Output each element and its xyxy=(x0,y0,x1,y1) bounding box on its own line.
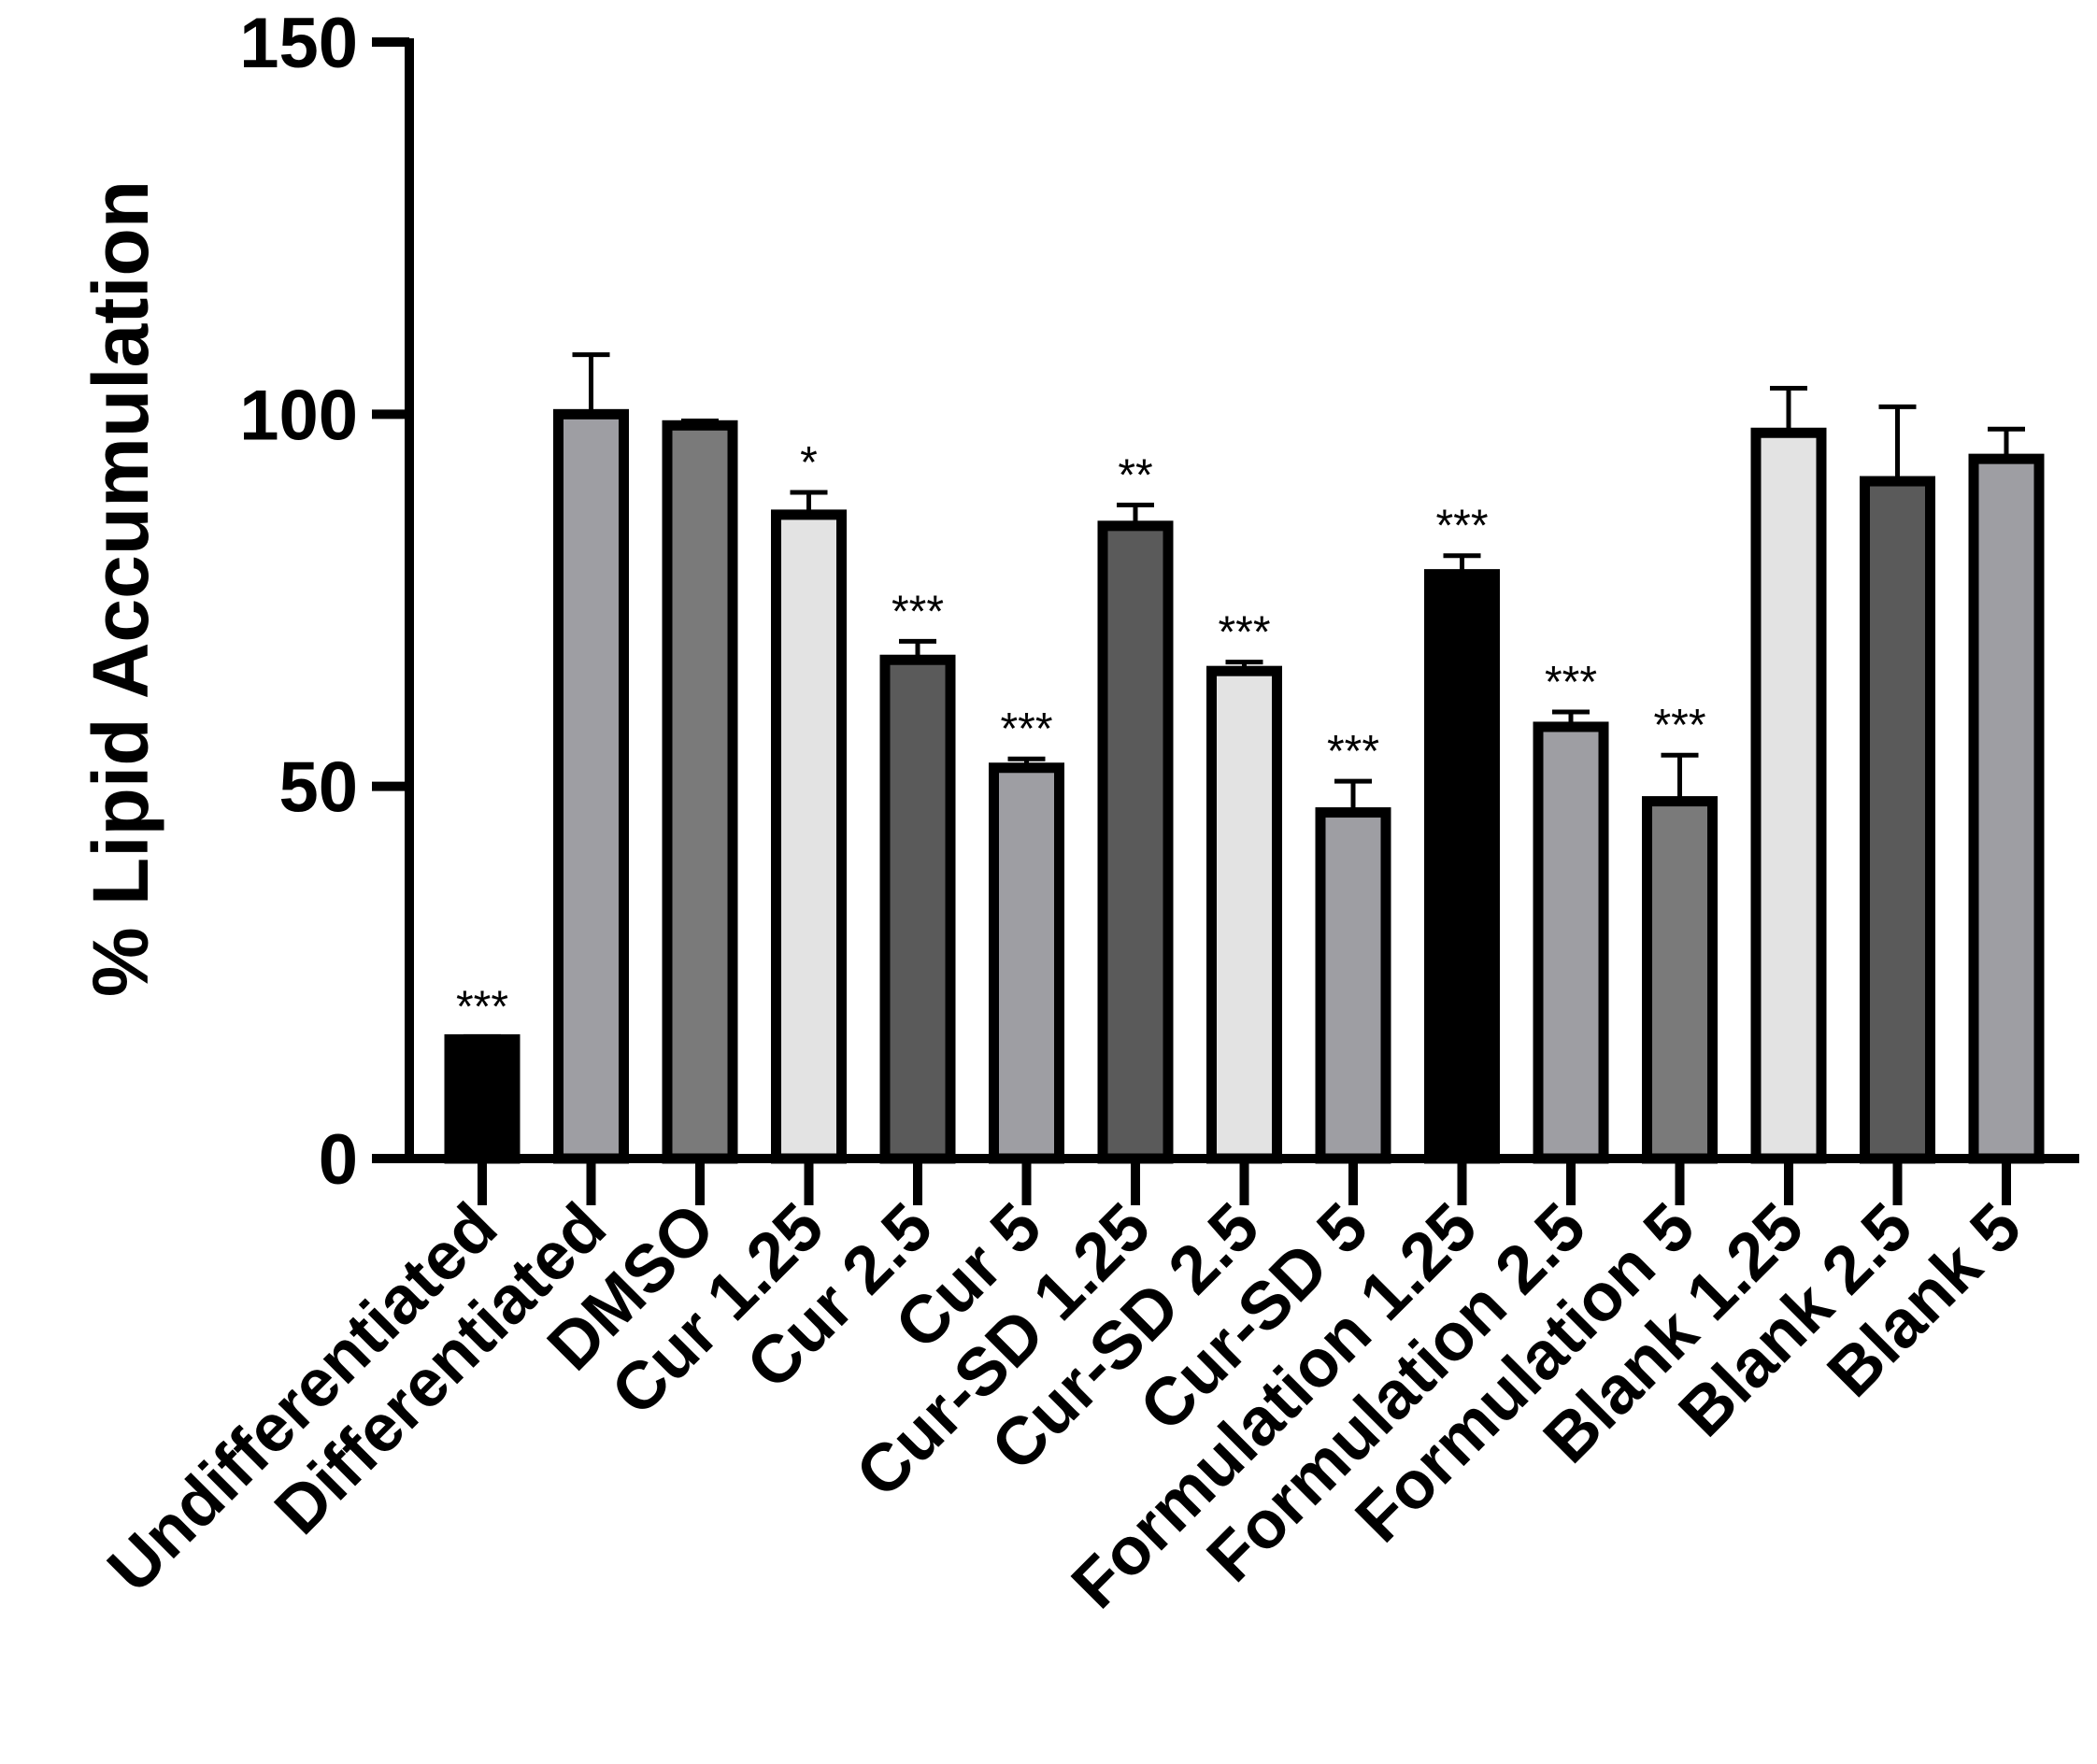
bar xyxy=(879,654,956,1164)
bar xyxy=(1315,807,1391,1164)
y-axis-title: % Lipid Accumulation xyxy=(77,180,164,997)
significance-label: ** xyxy=(1118,451,1152,501)
significance-label: *** xyxy=(1218,608,1270,658)
significance-label: *** xyxy=(1327,727,1379,776)
error-bars xyxy=(464,352,2025,1040)
bar xyxy=(1642,796,1718,1164)
bars xyxy=(444,408,2045,1164)
y-tick-label: 100 xyxy=(239,376,358,455)
bar xyxy=(1968,453,2045,1164)
y-axis: 0 50 100 150 xyxy=(239,4,414,1200)
bar xyxy=(444,1034,521,1164)
y-tick-label: 150 xyxy=(239,4,358,83)
y-tick-label: 50 xyxy=(278,748,358,828)
bar xyxy=(989,762,1064,1164)
x-axis xyxy=(406,1154,2079,1205)
significance-label: *** xyxy=(1435,502,1488,551)
bar xyxy=(662,420,738,1164)
y-tick-label: 0 xyxy=(319,1120,358,1200)
bar xyxy=(1533,721,1609,1164)
significance-label: *** xyxy=(1545,658,1597,707)
significance-label: *** xyxy=(456,982,508,1031)
significance-label: *** xyxy=(1000,704,1052,754)
bar xyxy=(1750,427,1827,1164)
bar xyxy=(1097,520,1174,1164)
bar xyxy=(1424,569,1500,1164)
bar xyxy=(553,408,629,1164)
significance-label: *** xyxy=(892,587,944,636)
significance-label: * xyxy=(800,438,818,488)
bar xyxy=(1206,665,1282,1164)
bar xyxy=(771,509,847,1164)
bar xyxy=(1860,476,1935,1164)
significance-label: *** xyxy=(1653,701,1705,750)
significance-labels: *************************** xyxy=(456,438,1706,1031)
